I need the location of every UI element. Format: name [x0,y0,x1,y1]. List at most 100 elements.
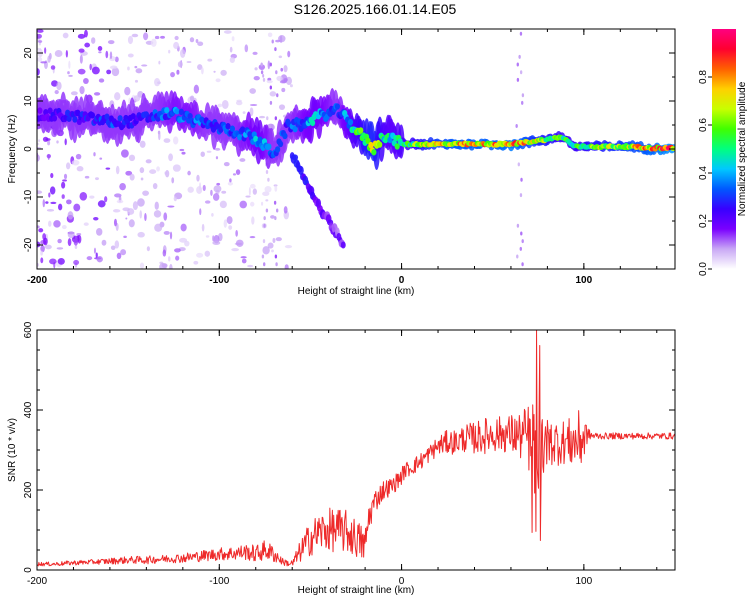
noise-blob [93,92,101,96]
ridge-core-cell [164,106,170,114]
noise-blob [37,190,43,194]
noise-blob [207,58,213,62]
colorbar-tick-label: 0.0 [698,262,709,276]
noise-streak-cell [273,200,277,205]
noise-blob [74,244,78,249]
noise-blob [134,65,138,69]
noise-blob [62,179,67,182]
noise-blob [258,64,266,70]
noise-blob [83,78,89,84]
y-tick-label: -10 [23,189,34,204]
noise-blob [226,216,233,225]
noise-blob [284,245,293,249]
noise-blob [139,210,143,219]
noise-blob [67,71,70,75]
ridge-core-cell [257,136,263,143]
noise-blob [247,264,254,268]
noise-blob [173,196,177,202]
noise-blob [196,252,204,258]
noise-blob [114,56,119,63]
noise-streak-cell [269,85,273,90]
noise-streak-cell [274,116,278,121]
noise-streak-cell [260,62,263,67]
noise-streak-cell [274,216,277,221]
colorbar-tick-label: 0.8 [698,70,709,84]
noise-blob [193,260,199,265]
noise-blob [231,36,235,42]
noise-blob [54,89,59,95]
x-tick-label: 100 [576,275,593,286]
noise-blob [91,37,96,44]
noise-streak-cell [274,254,278,259]
snr-line-area [37,330,675,567]
noise-streak-cell [266,116,269,121]
noise-blob [62,32,69,39]
ridge-core-cell [368,141,374,149]
noise-blob [120,249,127,256]
noise-blob [49,186,56,195]
noise-blob [66,199,72,205]
noise-blob [149,169,157,174]
noise-blob [128,219,135,228]
noise-blob [210,189,213,196]
noise-streak-cell [519,31,523,36]
noise-blob [101,239,107,246]
noise-blob [229,178,232,183]
noise-blob [67,231,75,239]
noise-blob [242,111,246,114]
ridge-core-cell [266,143,272,150]
page-title: S126.2025.166.01.14.E05 [293,1,457,17]
colorbar: 0.0 0.2 0.4 0.6 0.8 Normalized spectral ampl… [698,29,748,276]
noise-blob [97,46,103,52]
ridge-core-cell [237,134,243,141]
noise-blob [249,236,256,239]
noise-blob [223,30,232,34]
noise-blob [61,181,66,189]
colorbar-tick-label: 0.4 [698,166,709,180]
colorbar-label: Normalized spectral amplitude [737,81,748,216]
noise-blob [154,35,160,40]
noise-blob [253,75,260,81]
noise-blob [45,138,51,141]
noise-blob [79,54,83,64]
noise-blob [127,53,134,58]
noise-streak-cell [263,223,266,228]
noise-blob [184,240,190,247]
noise-blob [213,185,222,193]
noise-blob [89,63,92,71]
noise-blob [289,84,293,88]
noise-streak-cell [521,93,525,98]
ridge-core-cell [377,141,383,148]
noise-blob [241,258,247,264]
noise-blob [215,156,219,160]
noise-blob [89,195,95,199]
noise-blob [139,167,145,174]
noise-blob [273,184,278,187]
noise-blob [159,262,167,269]
ridge-core-cell [130,113,136,120]
noise-blob [278,55,283,59]
noise-blob [251,216,255,225]
noise-blob [127,66,130,71]
noise-blob [121,149,129,158]
noise-blob [84,175,90,179]
noise-streak-cell [516,254,519,259]
noise-blob [187,170,191,176]
ridge-core-cell [253,135,259,143]
noise-blob [189,95,195,102]
noise-blob [50,65,56,70]
noise-blob [38,139,41,143]
noise-streak-cell [521,239,524,244]
ridge-core-cell [292,125,298,133]
noise-streak-cell [270,123,274,128]
noise-blob [204,200,211,204]
noise-blob [109,65,118,70]
noise-blob [106,69,112,75]
noise-streak-cell [269,100,273,105]
x-tick-label: 0 [399,576,405,587]
noise-blob [168,49,171,54]
colorbar-tick-label: 0.2 [698,214,709,228]
ridge-core-cell [89,112,96,119]
y-tick-label: 200 [23,481,34,498]
